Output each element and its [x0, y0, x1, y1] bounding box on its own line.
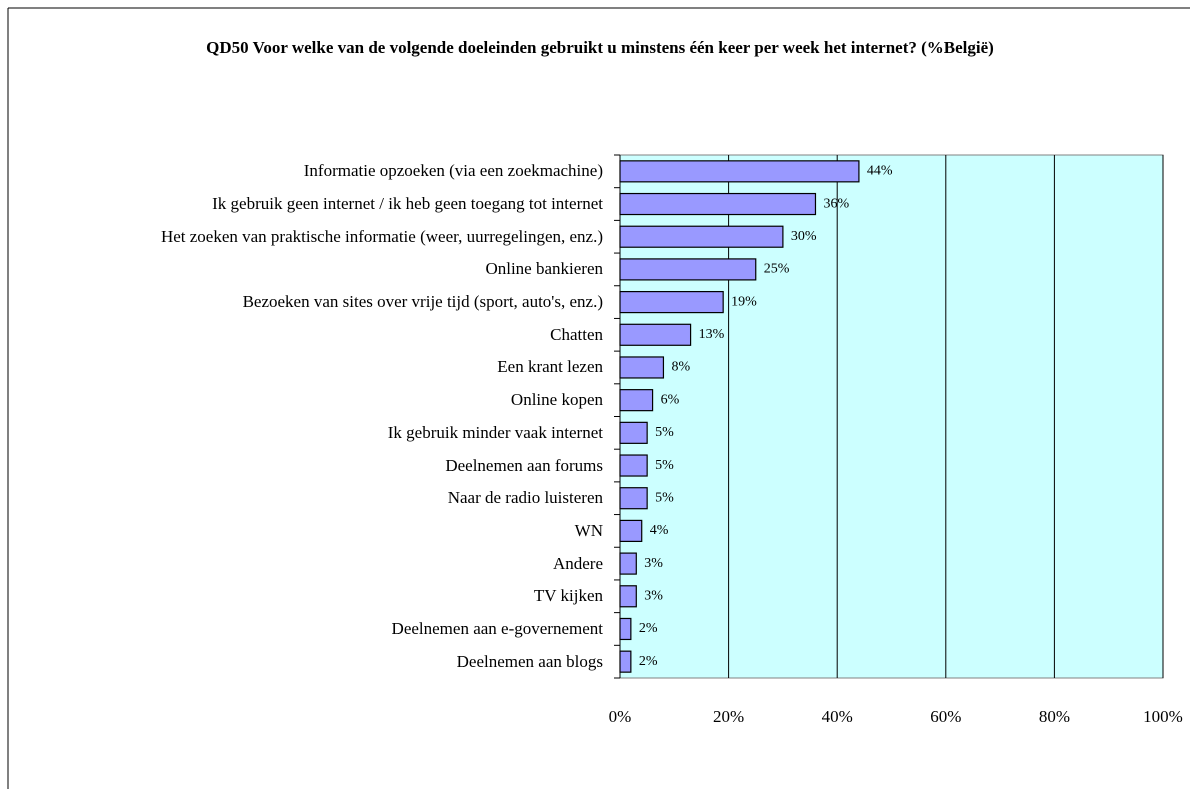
category-label: Ik gebruik minder vaak internet [387, 422, 603, 442]
value-label: 44% [867, 164, 893, 179]
value-label: 5% [655, 425, 674, 440]
value-label: 30% [791, 229, 817, 244]
category-label: Het zoeken van praktische informatie (we… [160, 226, 603, 246]
category-label: Bezoeken van sites over vrije tijd (spor… [242, 292, 603, 312]
value-label: 3% [644, 589, 663, 604]
x-tick-label: 100% [1143, 707, 1183, 726]
bar [619, 356, 665, 379]
category-label: Deelnemen aan forums [445, 455, 603, 475]
bar [619, 389, 654, 412]
bar [619, 519, 643, 543]
chart-title: QD50 Voor welke van de volgende doeleind… [206, 38, 994, 57]
category-label: Naar de radio luisteren [447, 488, 603, 508]
category-label: Een krant lezen [497, 357, 603, 377]
value-label: 25% [764, 262, 790, 277]
category-label: TV kijken [533, 586, 603, 606]
category-label: WN [574, 520, 603, 540]
bar [619, 585, 637, 608]
category-label: Informatie opzoeken (via een zoekmachine… [303, 161, 603, 181]
bar [619, 487, 648, 510]
value-label: 2% [639, 621, 658, 636]
x-tick-label: 0% [609, 707, 632, 726]
value-label: 5% [655, 490, 674, 505]
bar [619, 650, 632, 673]
category-label: Online kopen [510, 390, 603, 410]
value-label: 36% [823, 196, 849, 211]
category-label: Chatten [550, 324, 603, 344]
category-label: Ik gebruik geen internet / ik heb geen t… [212, 194, 603, 214]
x-tick-label: 60% [930, 707, 961, 726]
value-label: 19% [731, 294, 757, 309]
value-label: 13% [699, 327, 725, 342]
category-label: Andere [552, 553, 603, 573]
bar [619, 454, 648, 477]
value-label: 5% [655, 458, 674, 473]
value-label: 6% [661, 392, 680, 407]
value-label: 2% [639, 654, 658, 669]
bar [619, 192, 817, 216]
bar [619, 290, 724, 314]
bar [619, 160, 860, 183]
bar [619, 258, 757, 281]
category-label: Online bankieren [485, 259, 603, 279]
category-label: Deelnemen aan e-governement [391, 618, 603, 638]
value-label: 3% [644, 556, 663, 571]
bar [619, 225, 784, 248]
x-tick-label: 20% [713, 707, 744, 726]
x-tick-label: 40% [822, 707, 853, 726]
value-label: 4% [650, 523, 669, 538]
value-label: 8% [671, 360, 690, 375]
bar [619, 617, 632, 641]
category-label: Deelnemen aan blogs [456, 651, 603, 671]
bar [619, 552, 637, 575]
bar [619, 323, 692, 346]
bar [619, 421, 648, 444]
x-tick-label: 80% [1039, 707, 1070, 726]
